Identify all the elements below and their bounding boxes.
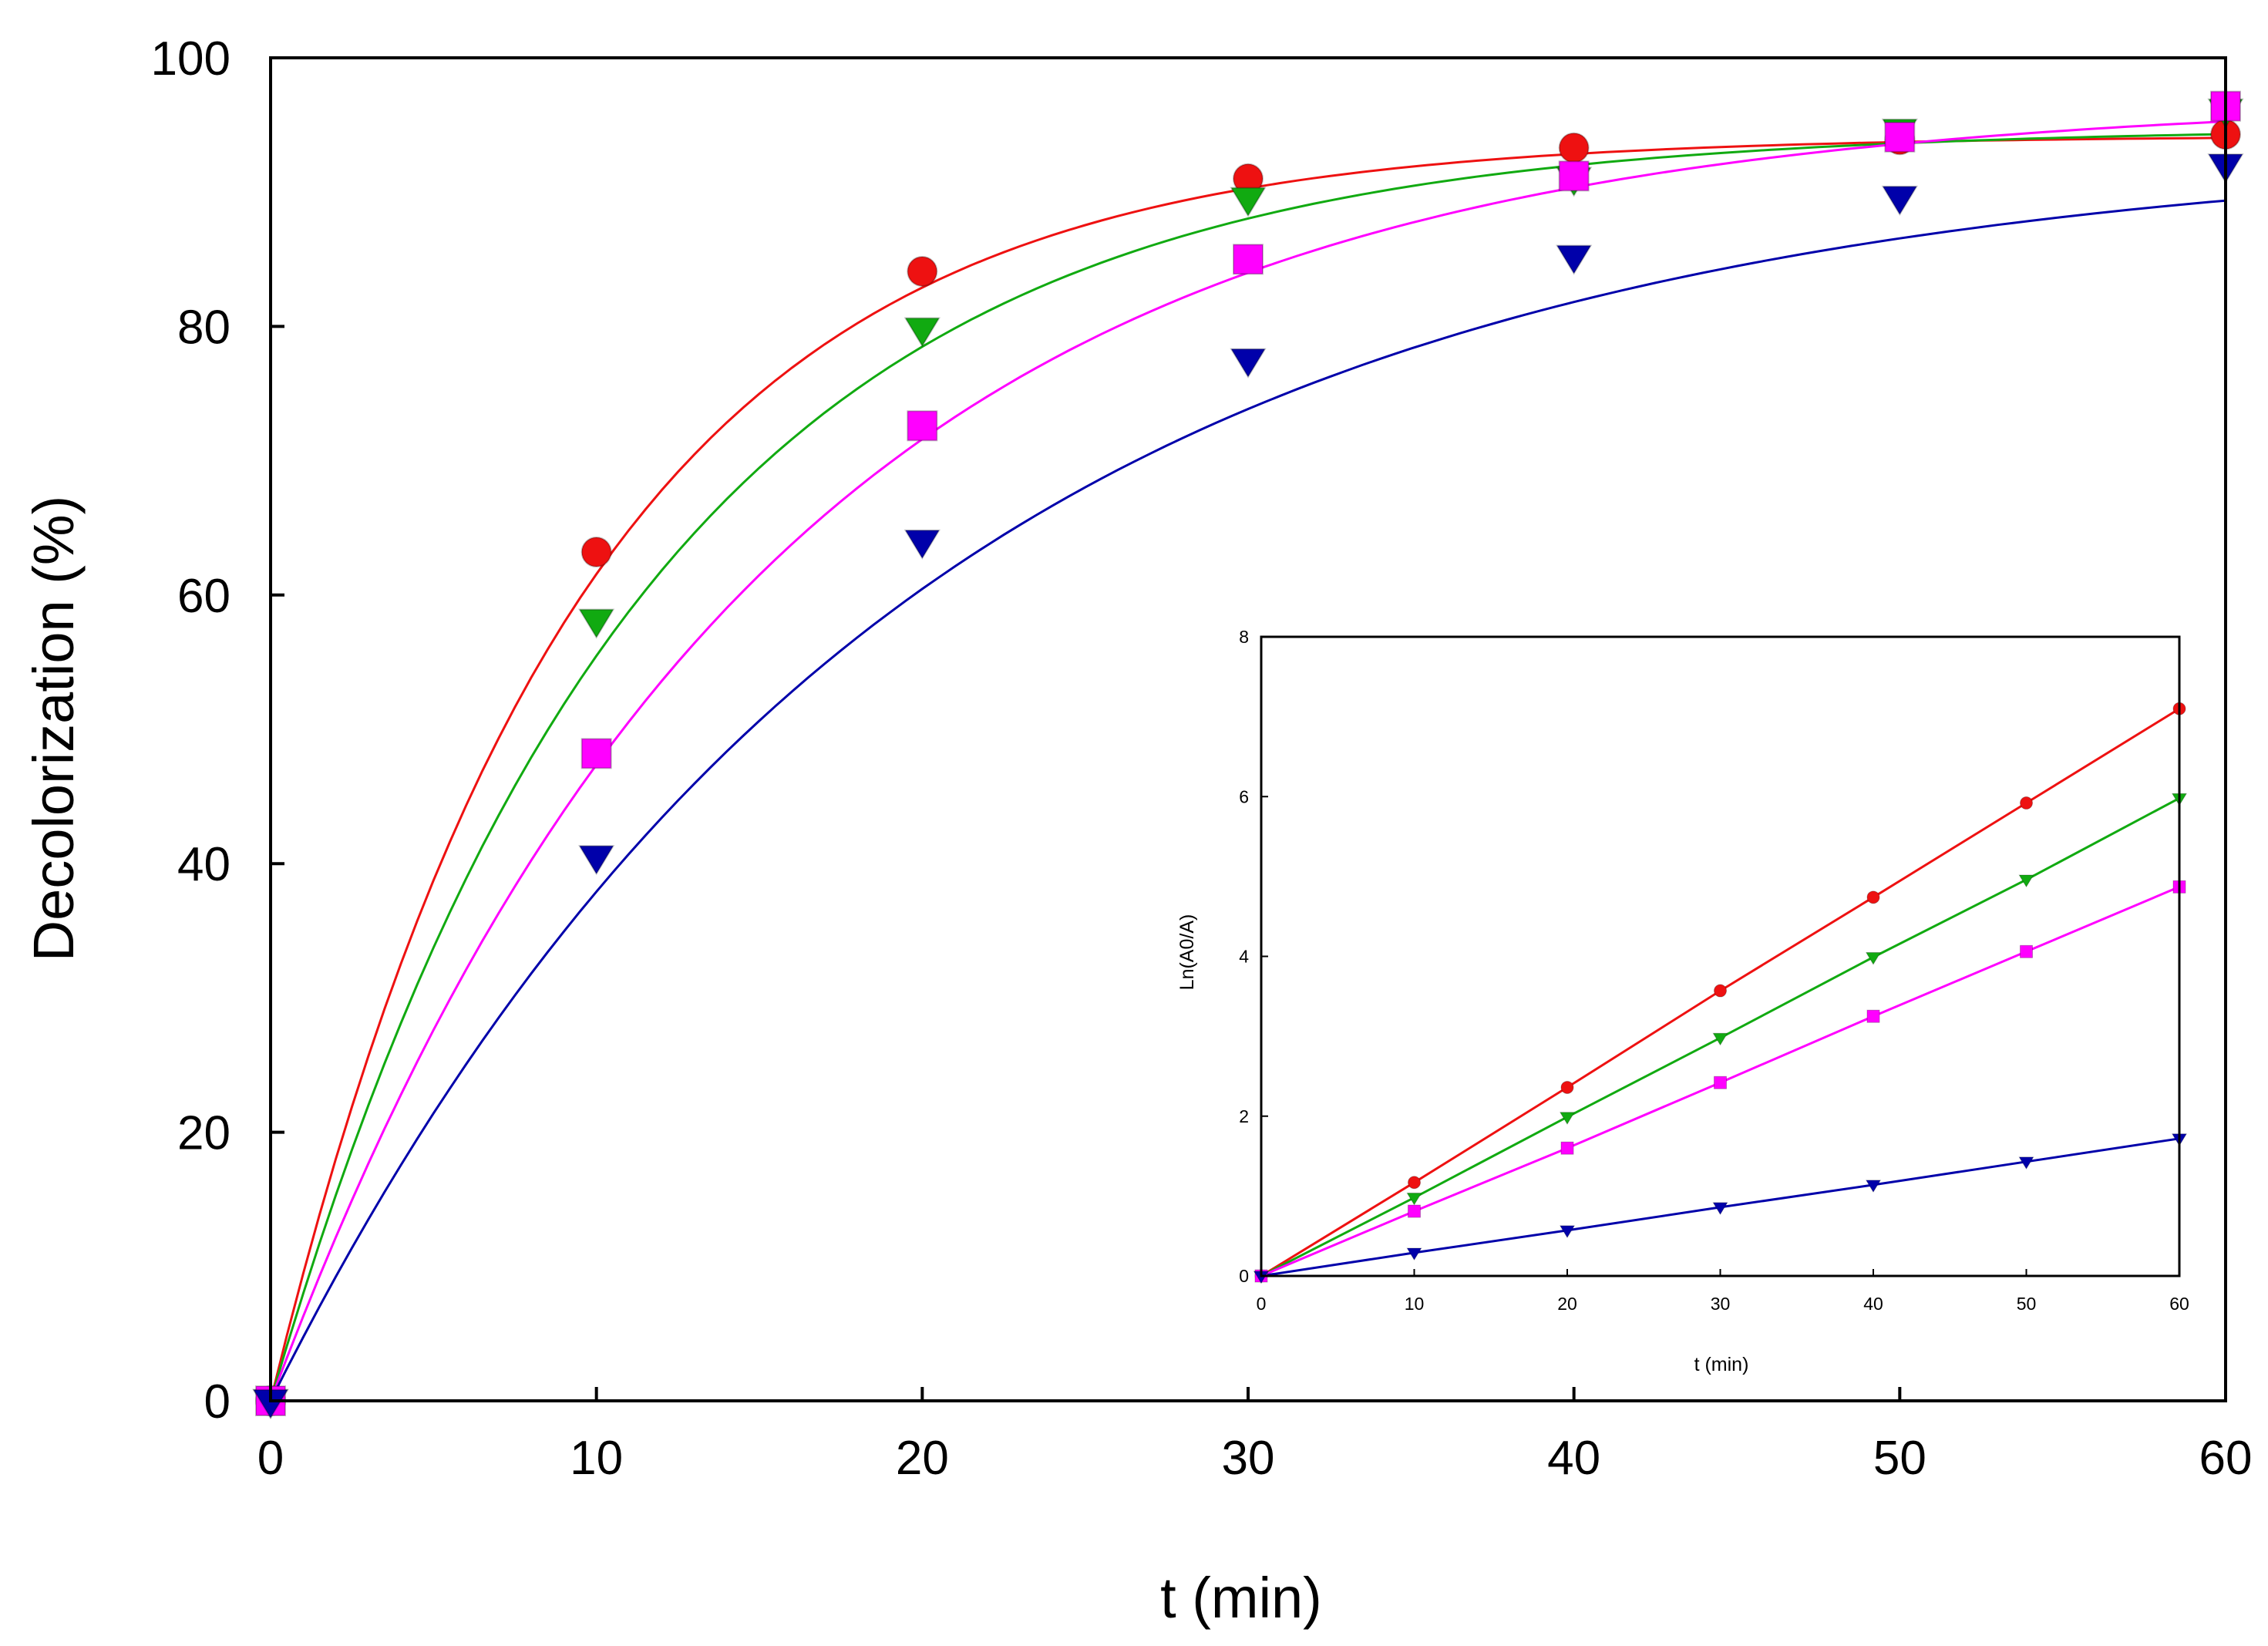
main-data-point-series-4 xyxy=(578,845,615,876)
inset-x-axis-title: t (min) xyxy=(1694,1354,1749,1375)
main-y-tick-label: 20 xyxy=(177,1107,231,1160)
main-x-tick-label: 30 xyxy=(1222,1432,1275,1485)
inset-data-point-series-3 xyxy=(1408,1204,1421,1218)
inset-x-tick-label: 30 xyxy=(1711,1294,1731,1314)
inset-data-point-series-4 xyxy=(1865,1180,1882,1193)
main-x-axis: 0 10 20 30 40 50 60 xyxy=(257,1387,2253,1485)
main-data-point-series-1 xyxy=(580,537,612,568)
main-fit-curve-series-4 xyxy=(269,199,2226,1402)
main-x-tick-label: 60 xyxy=(2199,1432,2253,1485)
main-y-tick-label: 0 xyxy=(204,1375,231,1429)
inset-data-point-series-2 xyxy=(1865,952,1882,965)
main-data-point-series-2 xyxy=(1230,187,1267,217)
main-x-tick-label: 40 xyxy=(1547,1432,1600,1485)
main-y-tick-label: 60 xyxy=(177,570,231,623)
inset-data-point-series-4 xyxy=(1406,1247,1422,1261)
main-y-tick-label: 80 xyxy=(177,301,231,354)
inset-x-axis: 0 10 20 30 40 50 60 xyxy=(1257,1269,2189,1314)
inset-x-tick-label: 60 xyxy=(2169,1294,2189,1314)
main-data-point-series-4 xyxy=(1556,244,1593,275)
inset-y-tick-label: 4 xyxy=(1239,947,1249,967)
main-y-tick-label: 40 xyxy=(177,838,231,891)
inset-x-tick-label: 50 xyxy=(2017,1294,2037,1314)
main-y-axis-title: Decolorization (%) xyxy=(22,496,86,962)
inset-x-tick-label: 10 xyxy=(1405,1294,1425,1314)
main-data-point-series-3 xyxy=(580,738,612,769)
inset-data-point-series-1 xyxy=(1408,1176,1421,1190)
main-x-tick-label: 20 xyxy=(896,1432,949,1485)
inset-data-point-series-3 xyxy=(2020,944,2033,958)
inset-data-point-series-2 xyxy=(1406,1192,1422,1206)
main-data-point-series-3 xyxy=(907,410,938,442)
inset-data-point-series-2 xyxy=(1559,1112,1576,1125)
inset-data-point-series-4 xyxy=(1559,1225,1576,1239)
main-y-axis: 0 20 40 60 80 100 xyxy=(151,32,284,1429)
inset-x-tick-label: 20 xyxy=(1557,1294,1577,1314)
inset-data-point-series-1 xyxy=(2020,796,2033,810)
main-data-point-series-3 xyxy=(1884,121,1916,153)
main-data-point-series-2 xyxy=(578,608,615,639)
inset-x-tick-label: 40 xyxy=(1863,1294,1883,1314)
inset-background xyxy=(1258,635,2182,1271)
inset-data-point-series-2 xyxy=(2018,874,2034,888)
inset-data-point-series-3 xyxy=(1714,1075,1727,1089)
inset-data-markers xyxy=(1253,702,2188,1284)
inset-data-point-series-1 xyxy=(1866,890,1880,904)
inset-y-tick-label: 0 xyxy=(1239,1266,1249,1286)
main-data-point-series-1 xyxy=(1558,132,1590,163)
inset-y-tick-label: 8 xyxy=(1239,627,1249,647)
main-data-point-series-4 xyxy=(1881,185,1918,216)
main-data-point-series-4 xyxy=(1230,348,1267,379)
main-data-point-series-3 xyxy=(1233,244,1264,275)
inset-data-point-series-3 xyxy=(1866,1009,1880,1023)
inset-chart: 0 10 20 30 40 50 60 0 2 4 6 8 t (min) Ln(A0/A) xyxy=(1176,627,2189,1375)
main-x-tick-label: 10 xyxy=(570,1432,623,1485)
inset-y-tick-label: 2 xyxy=(1239,1106,1249,1126)
inset-y-axis-title: Ln(A0/A) xyxy=(1176,914,1198,991)
inset-x-tick-label: 0 xyxy=(1257,1294,1267,1314)
inset-data-point-series-1 xyxy=(1714,984,1727,998)
main-data-markers xyxy=(252,90,2244,1419)
main-x-axis-title: t (min) xyxy=(1160,1566,1322,1630)
main-data-point-series-3 xyxy=(1558,160,1590,192)
main-data-point-series-1 xyxy=(907,255,938,287)
inset-data-point-series-2 xyxy=(1712,1032,1728,1046)
main-x-tick-label: 0 xyxy=(257,1432,284,1485)
inset-y-axis: 0 2 4 6 8 xyxy=(1239,627,1268,1286)
main-data-point-series-2 xyxy=(903,317,941,348)
main-x-tick-label: 50 xyxy=(1873,1432,1926,1485)
inset-data-point-series-3 xyxy=(1560,1141,1574,1155)
inset-data-point-series-4 xyxy=(1712,1202,1728,1216)
main-data-point-series-4 xyxy=(903,529,941,560)
main-y-tick-label: 100 xyxy=(151,32,231,86)
inset-data-point-series-4 xyxy=(2018,1156,2034,1170)
inset-y-tick-label: 6 xyxy=(1239,786,1249,806)
inset-data-point-series-1 xyxy=(1560,1080,1574,1094)
